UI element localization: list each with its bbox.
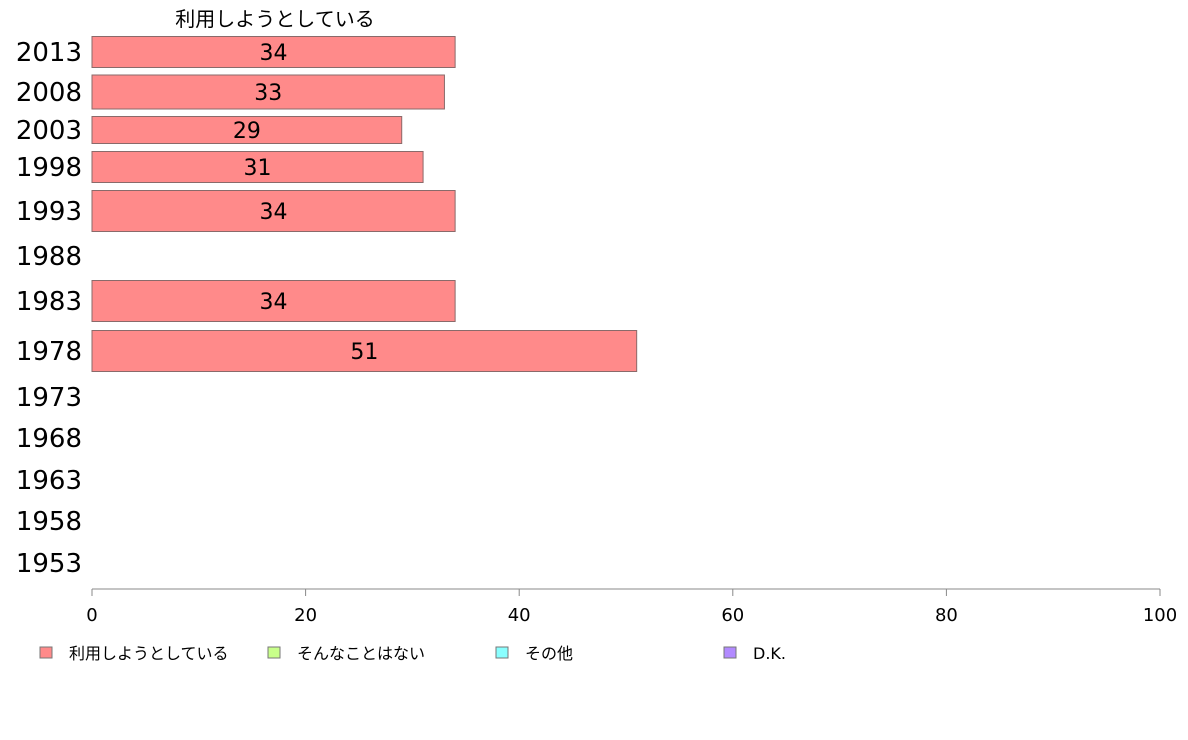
bar [91,116,403,144]
x-tick-label: 0 [86,605,97,626]
category-labels: 2013 2008 2003 1998 1993 1988 1983 1978 1973 1968… [16,38,82,579]
bar-value-label: 34 [260,290,288,315]
legend-swatch [267,646,281,659]
bar [91,36,456,68]
category-label: 1963 [16,466,82,496]
category-label: 1958 [16,507,82,537]
category-label: 2003 [16,116,82,146]
legend: 利用しようとしている そんなことはない その他 D.K. [39,644,786,663]
bar-value-label: 33 [254,81,282,106]
category-label: 1983 [16,287,82,317]
category-label: 2013 [16,38,82,68]
legend-label: そんなことはない [297,644,425,663]
category-label: 2008 [16,78,82,108]
legend-label: その他 [525,644,573,663]
x-axis: 0 20 40 60 80 100 [86,588,1177,626]
category-label: 1978 [16,337,82,367]
bar [91,151,424,183]
legend-label: 利用しようとしている [69,644,229,663]
bar [91,280,456,322]
bar-value-label: 31 [244,156,272,181]
x-tick-label: 100 [1143,605,1177,626]
category-label: 1988 [16,242,82,272]
x-tick-label: 60 [721,605,744,626]
x-tick-label: 20 [294,605,317,626]
category-label: 1953 [16,549,82,579]
bar [91,330,638,372]
bar-value-label: 51 [350,340,378,365]
bar [91,190,456,232]
legend-label: D.K. [753,644,786,663]
bar-value-label: 34 [260,41,288,66]
legend-swatch [495,646,509,659]
x-tick-label: 40 [508,605,531,626]
category-label: 1993 [16,197,82,227]
bar [91,74,445,110]
category-label: 1968 [16,424,82,454]
bars-layer: 34 33 29 31 34 34 51 [91,36,638,372]
legend-swatch [723,646,737,659]
bar-value-label: 29 [233,119,261,144]
legend-swatch [39,646,53,659]
category-label: 1998 [16,153,82,183]
bar-value-label: 34 [260,200,288,225]
series-header: 利用しようとしている [175,7,374,31]
x-tick-label: 80 [935,605,958,626]
category-label: 1973 [16,383,82,413]
